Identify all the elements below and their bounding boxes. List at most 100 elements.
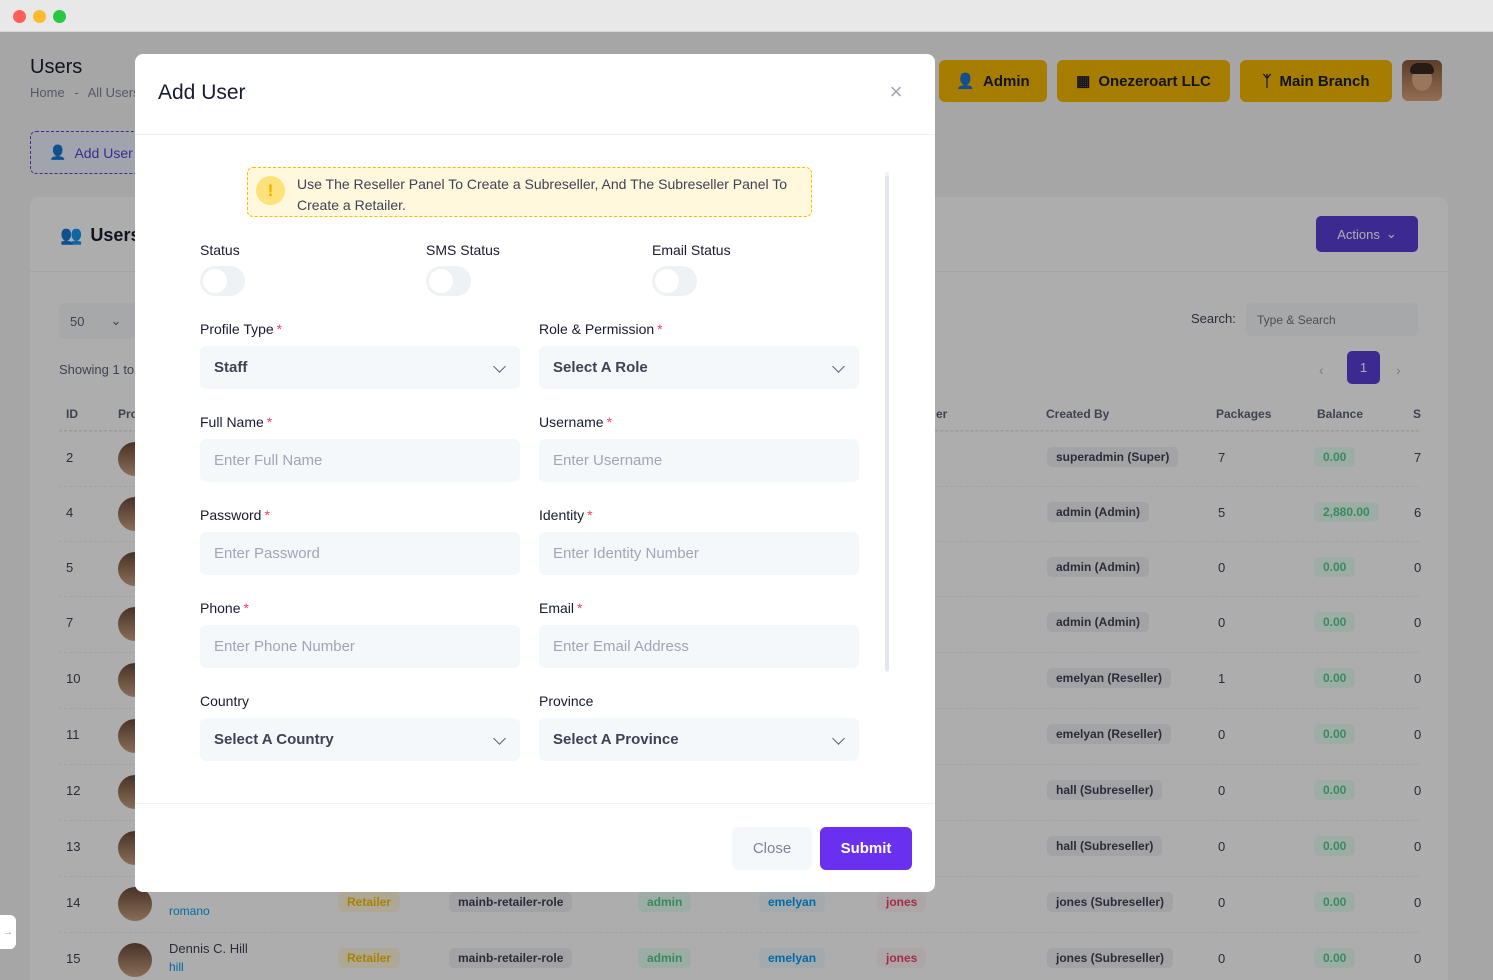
chevron-down-icon bbox=[832, 360, 845, 373]
table-row[interactable]: 15 Dennis C. Hill hill Retailer mainb-retail… bbox=[59, 932, 1422, 980]
row-username[interactable]: hill bbox=[169, 960, 184, 974]
search-label: Search: bbox=[1191, 311, 1236, 326]
sms-status-label: SMS Status bbox=[426, 242, 500, 258]
row-id: 4 bbox=[66, 505, 74, 520]
full-name-input[interactable] bbox=[200, 439, 520, 482]
username-input[interactable] bbox=[539, 439, 859, 482]
row-created-by-badge: hall (Subreseller) bbox=[1047, 836, 1163, 856]
close-button[interactable]: Close bbox=[732, 827, 812, 870]
row-balance-badge: 2,880.00 bbox=[1314, 502, 1379, 522]
province-select[interactable]: Select A Province bbox=[539, 718, 859, 761]
row-id: 7 bbox=[66, 615, 74, 630]
row-role-badge: mainb-retailer-role bbox=[449, 948, 573, 968]
modal-footer: Close Submit bbox=[135, 803, 935, 892]
close-icon[interactable]: × bbox=[889, 79, 903, 104]
column-header-subreseller[interactable]: er bbox=[936, 407, 948, 421]
row-created-by-badge: emelyan (Reseller) bbox=[1047, 668, 1172, 688]
country-label: Country bbox=[200, 693, 250, 709]
row-id: 12 bbox=[66, 783, 81, 798]
table-row[interactable]: 7 admin (Admin) 0 0.00 0 bbox=[59, 596, 1422, 651]
column-header-balance[interactable]: Balance bbox=[1317, 407, 1364, 421]
actions-label: Actions bbox=[1337, 226, 1380, 242]
branch-button-label: Main Branch bbox=[1279, 72, 1370, 90]
profile-type-select[interactable]: Staff bbox=[200, 346, 520, 389]
table-row[interactable]: 14 romano Retailer mainb-retailer-role admin… bbox=[59, 876, 1421, 931]
admin-button[interactable]: 👤 Admin bbox=[939, 60, 1047, 102]
row-id: 15 bbox=[66, 951, 81, 966]
column-header-status[interactable]: S bbox=[1413, 407, 1422, 421]
row-balance-badge: 0.00 bbox=[1314, 612, 1356, 632]
email-status-toggle[interactable] bbox=[652, 266, 697, 296]
company-button-label: Onezeroart LLC bbox=[1098, 72, 1211, 90]
row-packages: 1 bbox=[1218, 671, 1226, 686]
row-packages: 0 bbox=[1218, 727, 1226, 742]
branch-button[interactable]: ᛉ Main Branch bbox=[1240, 60, 1392, 102]
side-collapse-tab[interactable]: → bbox=[0, 915, 16, 949]
row-packages: 0 bbox=[1218, 895, 1226, 910]
row-balance-badge: 0.00 bbox=[1314, 447, 1356, 467]
row-id: 14 bbox=[66, 895, 81, 910]
row-status: 0 bbox=[1414, 615, 1422, 630]
row-created-by-badge: admin (Admin) bbox=[1047, 612, 1149, 632]
row-balance-badge: 0.00 bbox=[1314, 948, 1356, 968]
window-titlebar bbox=[0, 0, 1493, 32]
column-header-profile[interactable]: Pro bbox=[118, 407, 139, 421]
actions-button[interactable]: Actions ⌄ bbox=[1316, 216, 1418, 252]
status-toggle[interactable] bbox=[200, 266, 245, 296]
column-header-id[interactable]: ID bbox=[66, 407, 78, 421]
column-header-created-by[interactable]: Created By bbox=[1046, 407, 1110, 421]
identity-input[interactable] bbox=[539, 532, 859, 575]
row-created-by-badge: admin (Admin) bbox=[1047, 557, 1149, 577]
user-icon: 👤 bbox=[49, 144, 67, 160]
user-avatar[interactable] bbox=[1402, 60, 1442, 101]
role-select[interactable]: Select A Role bbox=[539, 346, 859, 389]
row-reseller-badge: emelyan bbox=[759, 892, 826, 912]
row-status: 0 bbox=[1414, 951, 1422, 966]
row-status: 0 bbox=[1414, 839, 1422, 854]
country-select[interactable]: Select A Country bbox=[200, 718, 520, 761]
email-status-label: Email Status bbox=[652, 242, 731, 258]
sms-status-toggle[interactable] bbox=[426, 266, 471, 296]
row-admin-badge: admin bbox=[638, 948, 692, 968]
row-subreseller-badge: jones bbox=[877, 948, 927, 968]
breadcrumb: Home - All Users bbox=[30, 85, 146, 100]
row-balance-badge: 0.00 bbox=[1314, 892, 1356, 912]
chevron-down-icon: ⌄ bbox=[1385, 226, 1397, 241]
row-packages: 5 bbox=[1218, 505, 1226, 520]
row-name: Dennis C. Hill bbox=[169, 941, 248, 956]
modal-scrollbar-thumb[interactable] bbox=[885, 176, 889, 671]
pager-page-1[interactable]: 1 bbox=[1347, 351, 1380, 384]
submit-button[interactable]: Submit bbox=[820, 827, 912, 870]
window-minimize-dot[interactable] bbox=[33, 10, 46, 23]
window-close-dot[interactable] bbox=[13, 10, 26, 23]
row-balance-badge: 0.00 bbox=[1314, 668, 1356, 688]
admin-button-label: Admin bbox=[983, 72, 1030, 90]
row-role-badge: mainb-retailer-role bbox=[449, 892, 573, 912]
profile-type-label: Profile Type * bbox=[200, 321, 283, 337]
row-username[interactable]: romano bbox=[169, 904, 210, 918]
add-user-label: Add User bbox=[74, 144, 133, 161]
company-button[interactable]: ▦ Onezeroart LLC bbox=[1057, 60, 1230, 102]
pager-next-icon[interactable]: › bbox=[1396, 362, 1401, 378]
phone-input[interactable] bbox=[200, 625, 520, 668]
row-status: 0 bbox=[1414, 783, 1422, 798]
column-header-packages[interactable]: Packages bbox=[1216, 407, 1272, 421]
breadcrumb-home[interactable]: Home bbox=[30, 85, 65, 100]
table-row[interactable]: 10 emelyan (Reseller) 1 0.00 0 bbox=[59, 652, 1421, 707]
window-maximize-dot[interactable] bbox=[53, 10, 66, 23]
phone-label: Phone * bbox=[200, 600, 249, 616]
users-group-icon: 👥 bbox=[60, 225, 83, 245]
email-label: Email * bbox=[539, 600, 583, 616]
password-input[interactable] bbox=[200, 532, 520, 575]
page-title: Users bbox=[30, 56, 83, 78]
row-id: 11 bbox=[66, 727, 80, 742]
email-input[interactable] bbox=[539, 625, 859, 668]
add-user-modal: Add User × ! Use The Reseller Panel To C… bbox=[135, 54, 935, 892]
row-reseller-badge: emelyan bbox=[759, 948, 826, 968]
full-name-label: Full Name * bbox=[200, 414, 273, 430]
row-type-badge: Retailer bbox=[338, 948, 401, 968]
search-input[interactable] bbox=[1246, 303, 1418, 336]
row-created-by-badge: superadmin (Super) bbox=[1047, 447, 1179, 467]
pager-prev-icon[interactable]: ‹ bbox=[1319, 362, 1324, 378]
page-size-select[interactable]: 50 ⌄ bbox=[59, 303, 137, 339]
